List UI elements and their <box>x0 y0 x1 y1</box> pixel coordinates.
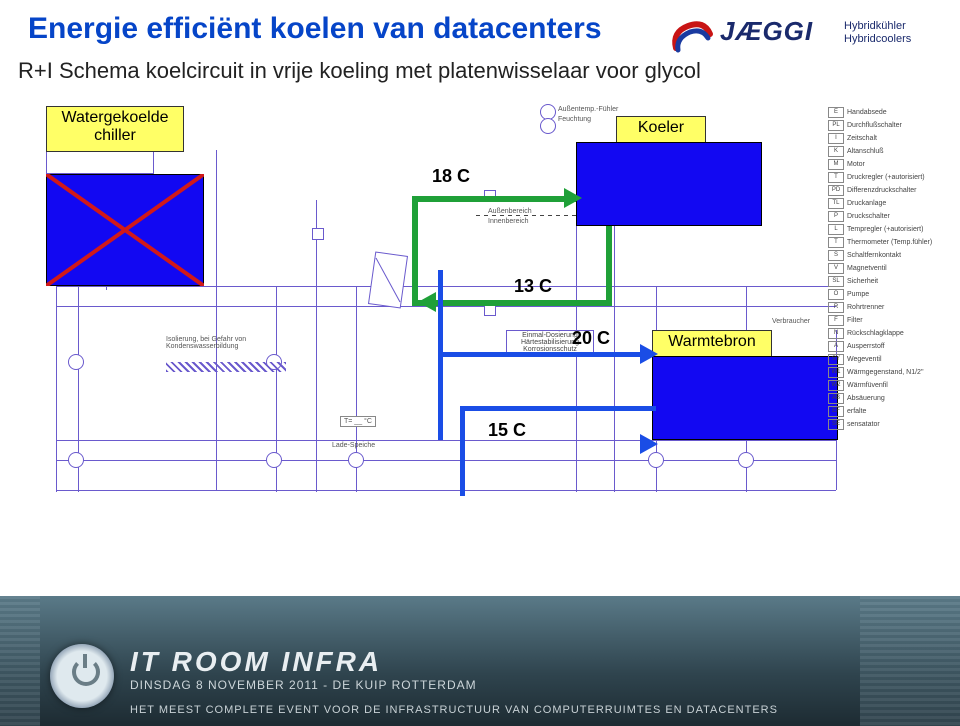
swirl-icon <box>670 18 714 58</box>
t-label: T= __ °C <box>340 416 376 427</box>
feucht-label: Feuchtung <box>558 116 591 123</box>
footer-date: DINSDAG 8 NOVEMBER 2011 - DE KUIP ROTTER… <box>130 678 477 692</box>
koeler-label: Koeler <box>616 116 706 144</box>
page-title: Energie efficiënt koelen van datacenters <box>28 12 602 46</box>
subtitle: R+I Schema koelcircuit in vrije koeling … <box>18 58 701 84</box>
schematic-diagram: KälteleistungkW HeizleistungkW Isolierun… <box>16 100 944 530</box>
logo-sub2: Hybridcoolers <box>844 33 911 46</box>
footer-banner: IT ROOM INFRA DINSDAG 8 NOVEMBER 2011 - … <box>0 596 960 726</box>
temp-20: 20 C <box>572 328 610 349</box>
heat-exchanger-icon <box>366 250 410 310</box>
chiller-label: Watergekoelde chiller <box>46 106 184 152</box>
hatch-icon <box>166 362 286 372</box>
logo-sub1: Hybridkühler <box>844 20 911 33</box>
brand-logo: JÆGGI Hybridkühler Hybridcoolers <box>670 12 930 66</box>
temp-18: 18 C <box>432 166 470 187</box>
footer-tagline: HET MEEST COMPLETE EVENT VOOR DE INFRAST… <box>130 704 778 716</box>
page: Energie efficiënt koelen van datacenters… <box>0 0 960 726</box>
footer-title: IT ROOM INFRA <box>130 646 382 678</box>
innen-label: Innenbereich <box>488 218 528 225</box>
logo-sub: Hybridkühler Hybridcoolers <box>844 20 911 46</box>
power-icon <box>50 644 114 708</box>
aufstemp-label: Außentemp.-Fühler <box>558 106 618 113</box>
lade-label: Lade-Speiche <box>332 442 375 449</box>
logo-text: JÆGGI <box>720 16 813 47</box>
isolierung-note: Isolierung, bei Gefahr von Kondenswasser… <box>166 336 286 350</box>
temp-13: 13 C <box>514 276 552 297</box>
aussen-label: Außenbereich <box>488 208 532 215</box>
symbol-legend: EHandabsedePLDurchflußschalterIZeitschal… <box>828 106 940 386</box>
temp-15: 15 C <box>488 420 526 441</box>
arrow-right3-icon <box>640 434 940 584</box>
cross-icon <box>46 174 204 286</box>
